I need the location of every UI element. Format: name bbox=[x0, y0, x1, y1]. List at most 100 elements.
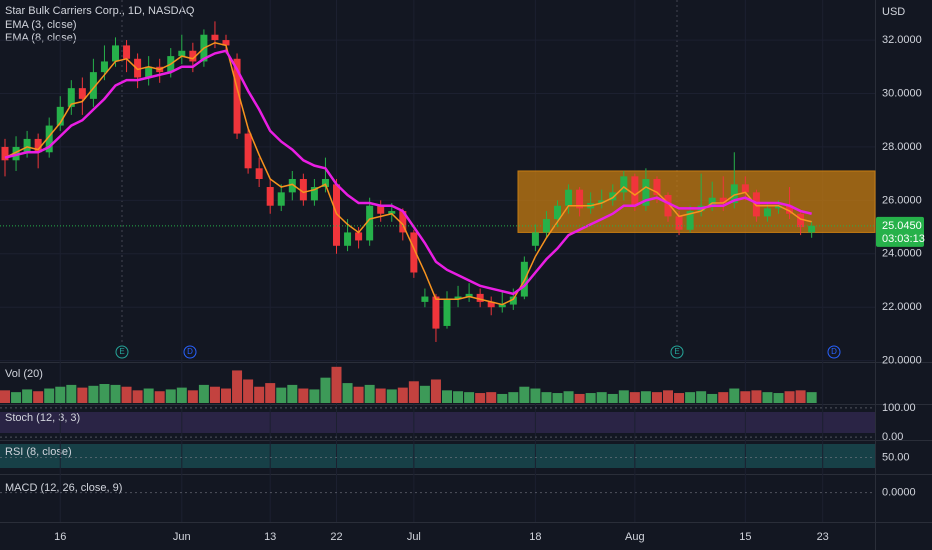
volume-bar bbox=[11, 392, 22, 403]
volume-bar bbox=[530, 388, 541, 403]
candle-body bbox=[78, 88, 86, 99]
event-label: D bbox=[831, 347, 837, 356]
volume-bar bbox=[198, 384, 209, 403]
candle-body bbox=[255, 168, 263, 179]
candle-body bbox=[730, 184, 738, 204]
volume-bar bbox=[397, 387, 408, 403]
candle-body bbox=[631, 176, 639, 206]
volume-bar bbox=[430, 379, 441, 403]
candle-body bbox=[509, 296, 517, 305]
volume-bar bbox=[331, 366, 342, 403]
x-tick-label: 22 bbox=[330, 531, 342, 543]
volume-bar bbox=[99, 384, 110, 403]
candle-body bbox=[244, 133, 252, 169]
volume-bar bbox=[607, 393, 618, 403]
candle-body bbox=[675, 216, 683, 230]
volume-bar bbox=[475, 393, 486, 403]
volume-bar bbox=[276, 387, 287, 403]
candle-body bbox=[23, 138, 31, 153]
candle-body bbox=[653, 178, 661, 196]
volume-bar bbox=[121, 386, 132, 403]
last-price-box bbox=[876, 216, 924, 247]
volume-bar bbox=[254, 386, 265, 403]
event-label: E bbox=[674, 347, 679, 356]
candle-body bbox=[134, 58, 142, 78]
volume-bar bbox=[729, 388, 740, 403]
event-marker bbox=[115, 345, 129, 359]
y-tick-label: 24.0000 bbox=[882, 248, 922, 260]
volume-bar bbox=[386, 389, 397, 403]
candle-body bbox=[752, 192, 760, 217]
volume-bar bbox=[408, 381, 419, 403]
volume-bar bbox=[353, 386, 364, 403]
volume-bar bbox=[88, 385, 99, 403]
volume-bar bbox=[33, 391, 44, 403]
candle-body bbox=[741, 184, 749, 193]
candle-body bbox=[344, 232, 352, 246]
volume-bar bbox=[221, 388, 231, 403]
candle-body bbox=[498, 304, 506, 308]
volume-bar bbox=[596, 392, 607, 403]
event-marker bbox=[827, 345, 841, 359]
volume-bar bbox=[209, 386, 220, 403]
y-tick-label: 100.00 bbox=[882, 402, 916, 414]
volume-bar bbox=[132, 390, 143, 403]
volume-bar bbox=[298, 388, 309, 403]
candle-body bbox=[89, 72, 97, 99]
event-label: D bbox=[187, 347, 193, 356]
event-marker bbox=[183, 345, 197, 359]
x-tick-label: Jun bbox=[173, 531, 191, 543]
volume-bar bbox=[176, 387, 187, 403]
volume-bar bbox=[0, 390, 10, 403]
candle-body bbox=[366, 205, 374, 241]
candle-body bbox=[664, 195, 672, 217]
candle-body bbox=[310, 187, 318, 201]
volume-bar bbox=[55, 386, 66, 403]
candle-body bbox=[45, 125, 53, 153]
ema-line bbox=[4, 41, 812, 306]
volume-bar bbox=[618, 390, 629, 403]
candle-body bbox=[145, 66, 153, 78]
volume-bar bbox=[585, 393, 596, 403]
x-tick-label: Jul bbox=[407, 531, 421, 543]
candle-body bbox=[277, 192, 285, 206]
candle-body bbox=[554, 205, 561, 220]
y-tick-label: 22.0000 bbox=[882, 301, 922, 313]
candle-body bbox=[531, 232, 539, 246]
x-tick-label: 13 bbox=[264, 531, 276, 543]
currency: USD bbox=[882, 6, 905, 18]
candle-body bbox=[642, 178, 650, 206]
candle-body bbox=[355, 232, 363, 241]
candle-body bbox=[797, 213, 805, 228]
volume-bar bbox=[574, 393, 585, 403]
candle-body bbox=[178, 50, 186, 57]
volume-bar bbox=[795, 390, 806, 403]
candle-body bbox=[808, 225, 816, 233]
x-tick-label: 15 bbox=[739, 531, 751, 543]
candle-body bbox=[476, 293, 484, 302]
volume-bar bbox=[696, 391, 707, 403]
volume-bar bbox=[508, 392, 519, 403]
candle-body bbox=[222, 40, 230, 46]
pane-title: Stoch (12, 3, 3) bbox=[5, 412, 80, 424]
candle-body bbox=[620, 176, 628, 193]
volume-bar bbox=[651, 392, 662, 403]
volume-bar bbox=[110, 384, 121, 403]
volume-bar bbox=[674, 393, 685, 403]
pane-title: RSI (8, close) bbox=[5, 446, 72, 458]
volume-bar bbox=[497, 393, 508, 403]
volume-bar bbox=[154, 391, 165, 403]
volume-bar bbox=[640, 391, 651, 403]
y-tick-label: 26.0000 bbox=[882, 194, 922, 206]
candle-body bbox=[56, 106, 64, 126]
y-tick-label: 32.0000 bbox=[882, 34, 922, 46]
candle-body bbox=[565, 189, 573, 206]
y-tick-label: 50.00 bbox=[882, 451, 910, 463]
volume-bar bbox=[419, 385, 430, 403]
volume-bar bbox=[685, 392, 696, 403]
candle-body bbox=[12, 146, 20, 161]
volume-bar bbox=[464, 392, 475, 403]
volume-bar bbox=[552, 393, 563, 403]
candle-body bbox=[708, 197, 716, 206]
volume-bar bbox=[629, 392, 640, 403]
